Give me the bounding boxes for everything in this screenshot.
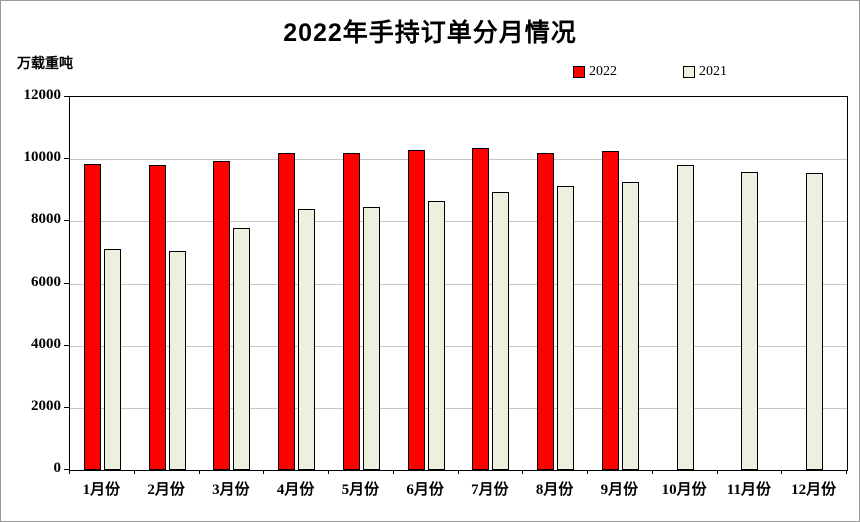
- gridline: [70, 159, 847, 161]
- x-axis-tick: [652, 470, 653, 474]
- bar-2021-4月份: [298, 208, 316, 470]
- bar-2021-12月份: [806, 173, 824, 470]
- y-axis-tick: [64, 96, 69, 97]
- x-axis-tick: [781, 470, 782, 474]
- y-axis-tick: [64, 345, 69, 346]
- legend: 2022 2021: [573, 64, 727, 80]
- y-tick-label: 10000: [23, 149, 62, 166]
- y-axis-tick: [64, 283, 69, 284]
- bar-group-8月份: [523, 97, 588, 470]
- y-axis-tick: [64, 407, 69, 408]
- x-axis-label: 10月份: [661, 482, 707, 498]
- bar-2021-10月份: [676, 165, 694, 470]
- bar-2022-1月份: [83, 163, 101, 470]
- x-axis-label: 1月份: [82, 482, 121, 498]
- x-axis-tick: [587, 470, 588, 474]
- legend-item-2022: 2022: [573, 64, 617, 80]
- bar-group-11月份: [718, 97, 783, 470]
- x-axis-tick: [263, 470, 264, 474]
- bar-group-12月份: [782, 97, 847, 470]
- bar-2021-7月份: [492, 191, 510, 470]
- x-axis-label: 8月份: [535, 482, 574, 498]
- bar-group-9月份: [588, 97, 653, 470]
- bar-2021-6月份: [427, 201, 445, 470]
- bar-2022-7月份: [472, 148, 490, 470]
- bar-group-3月份: [200, 97, 265, 470]
- y-axis-tick: [64, 220, 69, 221]
- bar-2022-9月份: [601, 151, 619, 470]
- x-axis-label: 9月份: [600, 482, 639, 498]
- bar-2021-11月份: [741, 171, 759, 470]
- bar-2022-4月份: [278, 152, 296, 470]
- x-axis-tick: [69, 470, 70, 474]
- y-axis-tick: [64, 469, 69, 470]
- y-tick-label: 2000: [31, 397, 61, 414]
- x-axis-label: 7月份: [471, 482, 509, 498]
- legend-swatch-2022-icon: [573, 66, 585, 78]
- y-tick-label: 12000: [23, 87, 62, 103]
- bar-group-2月份: [135, 97, 200, 470]
- bar-2022-6月份: [407, 149, 425, 470]
- bar-2022-8月份: [537, 152, 555, 470]
- x-axis-tick: [522, 470, 523, 474]
- x-axis-tick: [134, 470, 135, 474]
- x-axis-label: 5月份: [341, 482, 380, 498]
- gridline: [70, 221, 847, 223]
- gridline: [70, 407, 847, 409]
- x-axis-label: 11月份: [726, 482, 771, 498]
- bar-2021-2月份: [168, 250, 186, 470]
- bar-2022-5月份: [342, 152, 360, 470]
- bar-group-1月份: [70, 97, 135, 470]
- x-axis-tick: [717, 470, 718, 474]
- bar-2021-1月份: [103, 249, 121, 470]
- legend-swatch-2021-icon: [683, 66, 695, 78]
- x-axis-tick: [199, 470, 200, 474]
- bar-2021-9月份: [621, 182, 639, 470]
- x-axis-label: 2月份: [147, 482, 185, 498]
- x-axis-label: 4月份: [276, 482, 315, 498]
- x-axis-label: 12月份: [791, 482, 837, 498]
- bar-group-6月份: [394, 97, 459, 470]
- y-axis-unit-label: 万载重吨: [17, 55, 73, 71]
- x-axis-tick: [328, 470, 329, 474]
- bar-2021-5月份: [362, 207, 380, 470]
- x-axis-tick: [458, 470, 459, 474]
- x-axis-label: 6月份: [406, 482, 444, 498]
- gridline: [70, 283, 847, 285]
- bar-2022-3月份: [213, 160, 231, 470]
- y-tick-label: 4000: [31, 335, 61, 352]
- legend-item-2021: 2021: [683, 64, 727, 80]
- chart-title: 2022年手持订单分月情况: [283, 19, 577, 47]
- x-axis-tick: [846, 470, 847, 474]
- x-axis-tick: [393, 470, 394, 474]
- y-axis-tick: [64, 158, 69, 159]
- y-tick-label: 6000: [31, 273, 61, 290]
- gridline: [70, 345, 847, 347]
- x-axis-label: 3月份: [212, 482, 250, 498]
- legend-label-2021: 2021: [699, 64, 727, 79]
- bar-2021-8月份: [557, 185, 575, 470]
- y-tick-label: 0: [53, 460, 62, 476]
- y-tick-label: 8000: [31, 211, 61, 228]
- bar-group-10月份: [653, 97, 718, 470]
- bar-group-7月份: [459, 97, 524, 470]
- bar-2021-3月份: [233, 227, 251, 470]
- plot-area: [69, 96, 848, 471]
- bar-group-5月份: [329, 97, 394, 470]
- bar-group-4月份: [264, 97, 329, 470]
- bar-2022-2月份: [148, 165, 166, 470]
- legend-label-2022: 2022: [589, 64, 617, 79]
